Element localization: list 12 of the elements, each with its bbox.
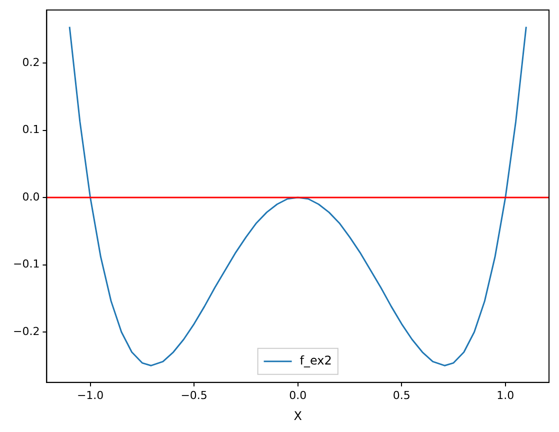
- y-tick-label: −0.2: [12, 324, 40, 338]
- y-tick-label: −0.1: [12, 258, 40, 271]
- legend-label: f_ex2: [300, 354, 332, 368]
- x-axis-title: X: [294, 408, 302, 423]
- x-tick-label: 1.0: [496, 388, 514, 402]
- x-tick-label: 0.5: [392, 388, 410, 402]
- y-tick-label: 0.0: [22, 190, 40, 204]
- y-tick-label: 0.1: [22, 123, 40, 136]
- y-tick-label: 0.2: [22, 56, 40, 69]
- x-tick-label: −1.0: [76, 388, 104, 402]
- x-tick-label: 0.0: [289, 388, 307, 402]
- x-tick-label: −0.5: [180, 388, 208, 402]
